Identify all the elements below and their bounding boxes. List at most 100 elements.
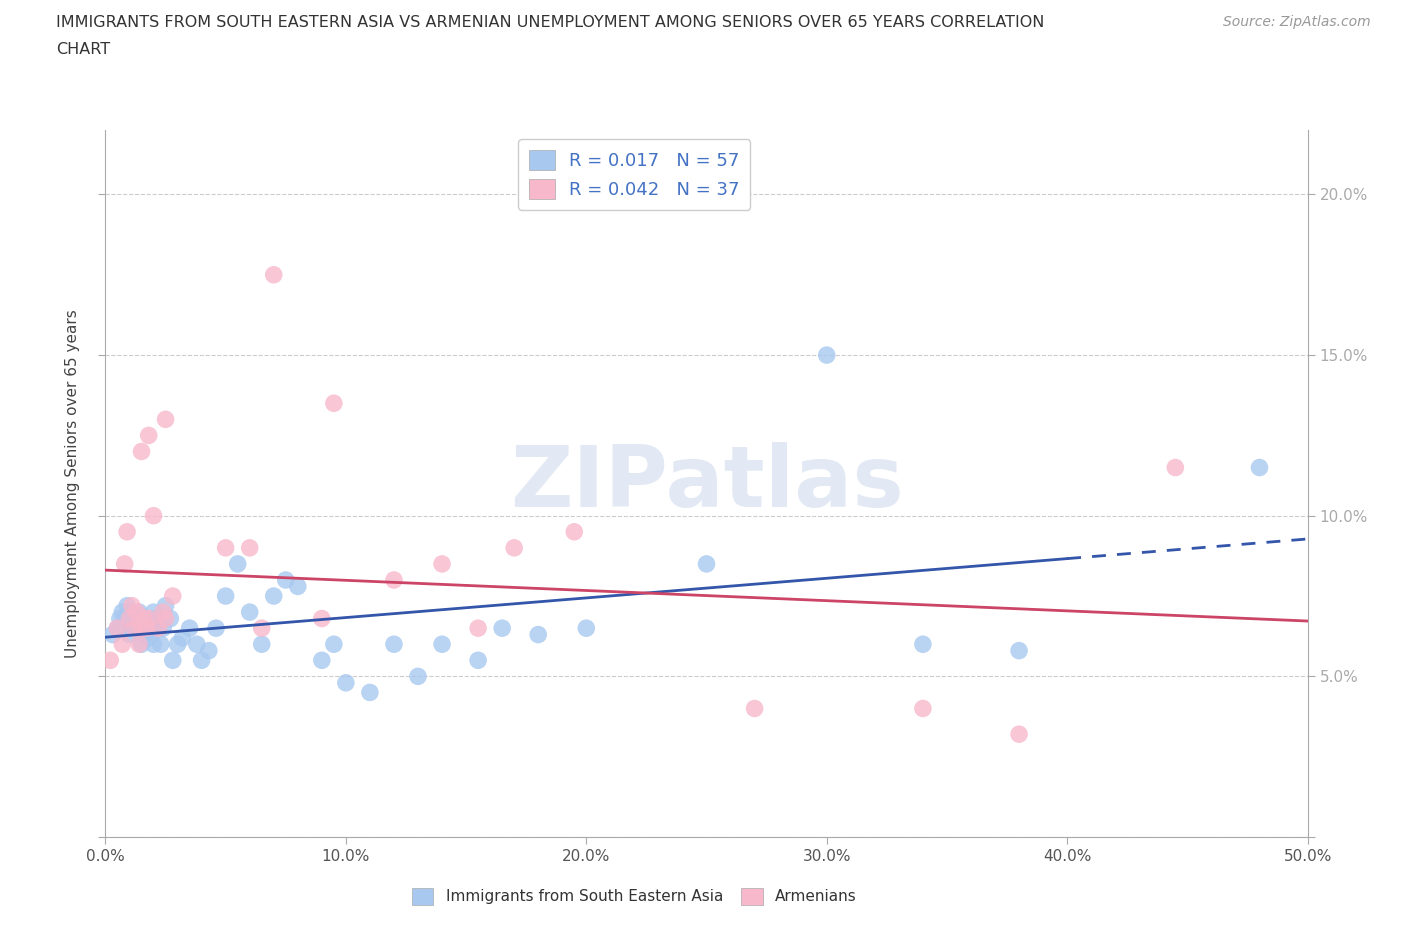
Point [335,675,357,690]
Point [744,701,766,716]
Point [250,620,273,635]
Point [128,637,150,652]
Point [166,637,188,652]
Point [467,620,489,635]
Point [263,267,285,282]
Point [142,637,165,652]
Point [491,620,513,635]
Point [430,556,453,571]
Point [815,348,838,363]
Point [132,627,155,642]
Point [274,573,297,588]
Point [111,604,134,619]
Point [111,637,134,652]
Point [131,637,153,652]
Point [382,637,405,652]
Point [155,611,177,626]
Point [135,620,157,635]
Text: Source: ZipAtlas.com: Source: ZipAtlas.com [1223,15,1371,29]
Point [214,540,236,555]
Point [322,637,344,652]
Point [121,598,143,613]
Point [125,620,148,635]
Point [148,620,170,635]
Y-axis label: Unemployment Among Seniors over 65 years: Unemployment Among Seniors over 65 years [65,310,80,658]
Point [135,620,157,635]
Point [115,598,138,613]
Point [359,685,381,700]
Point [139,620,162,635]
Point [1164,460,1187,475]
Point [250,637,273,652]
Point [467,653,489,668]
Point [118,604,141,619]
Point [101,627,124,642]
Point [162,589,184,604]
Point [696,556,718,571]
Point [205,620,228,635]
Point [155,412,177,427]
Point [138,631,160,645]
Point [131,620,153,635]
Point [131,620,153,635]
Point [382,573,405,588]
Point [125,604,148,619]
Point [214,589,236,604]
Point [575,620,598,635]
Point [527,627,550,642]
Point [1249,460,1271,475]
Point [226,556,249,571]
Text: ZIPatlas: ZIPatlas [509,442,904,525]
Point [152,604,174,619]
Point [114,611,136,626]
Point [311,611,333,626]
Point [239,604,262,619]
Point [118,611,141,626]
Point [138,428,160,443]
Point [98,653,121,668]
Point [142,604,165,619]
Point [138,611,160,626]
Point [124,620,146,635]
Point [239,540,262,555]
Legend: Immigrants from South Eastern Asia, Armenians: Immigrants from South Eastern Asia, Arme… [406,882,863,910]
Text: CHART: CHART [56,42,110,57]
Point [172,631,194,645]
Point [503,540,526,555]
Point [1008,726,1031,741]
Point [108,611,131,626]
Point [190,653,212,668]
Point [124,611,146,626]
Point [186,637,208,652]
Point [198,644,221,658]
Point [287,579,309,594]
Point [107,620,129,635]
Point [145,611,167,626]
Point [148,620,170,635]
Point [155,598,177,613]
Point [128,604,150,619]
Point [152,620,174,635]
Point [142,509,165,524]
Point [159,611,181,626]
Point [132,611,155,626]
Point [114,556,136,571]
Point [162,653,184,668]
Point [118,627,141,642]
Point [430,637,453,652]
Point [911,701,934,716]
Point [263,589,285,604]
Point [131,444,153,458]
Point [911,637,934,652]
Point [121,620,143,635]
Point [179,620,201,635]
Point [322,396,344,411]
Text: IMMIGRANTS FROM SOUTH EASTERN ASIA VS ARMENIAN UNEMPLOYMENT AMONG SENIORS OVER 6: IMMIGRANTS FROM SOUTH EASTERN ASIA VS AR… [56,15,1045,30]
Point [406,669,429,684]
Point [562,525,585,539]
Point [115,525,138,539]
Point [1008,644,1031,658]
Point [149,637,172,652]
Point [311,653,333,668]
Point [107,620,129,635]
